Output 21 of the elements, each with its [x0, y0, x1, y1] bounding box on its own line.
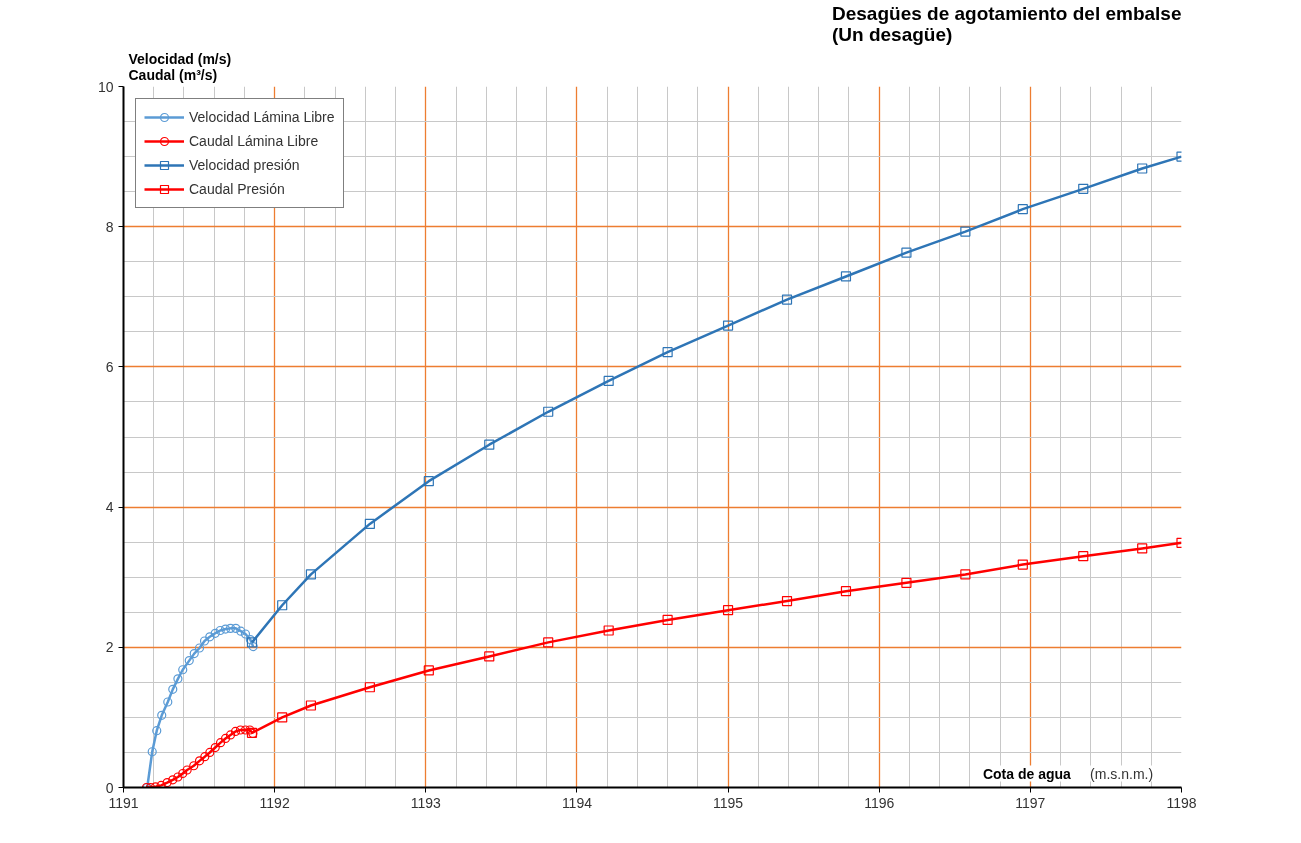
y-tick-label: 0: [105, 779, 114, 796]
y-tick-label: 10: [97, 78, 114, 95]
y-tick-label: 4: [105, 499, 114, 516]
x-tick-label: 1198: [1166, 794, 1197, 811]
legend-label: Caudal Lámina Libre: [189, 133, 319, 149]
chart-title: Desagües de agotamiento del embalse (Un desagüe): [831, 2, 1182, 45]
legend-label: Caudal Presión: [189, 181, 285, 197]
y-tick-label: 2: [105, 639, 114, 656]
text: Cota de agua (m.s.n.m.): [982, 765, 1154, 782]
y-axis-title: Velocidad (m/s) Caudal (m³/s): [128, 50, 232, 83]
x-tick-label: 1191: [108, 794, 139, 811]
x-tick-label: 1196: [864, 794, 895, 811]
x-tick-label: 1192: [259, 794, 290, 811]
y-tick-label: 8: [105, 218, 114, 235]
x-tick-label: 1194: [561, 794, 593, 811]
y-tick-label: 6: [105, 358, 114, 375]
x-tick-label: 1193: [410, 794, 442, 811]
x-tick-label: 1197: [1015, 794, 1046, 811]
x-tick-label: 1195: [713, 794, 744, 811]
legend-label: Velocidad presión: [189, 157, 300, 173]
legend-label: Velocidad Lámina Libre: [189, 109, 335, 125]
